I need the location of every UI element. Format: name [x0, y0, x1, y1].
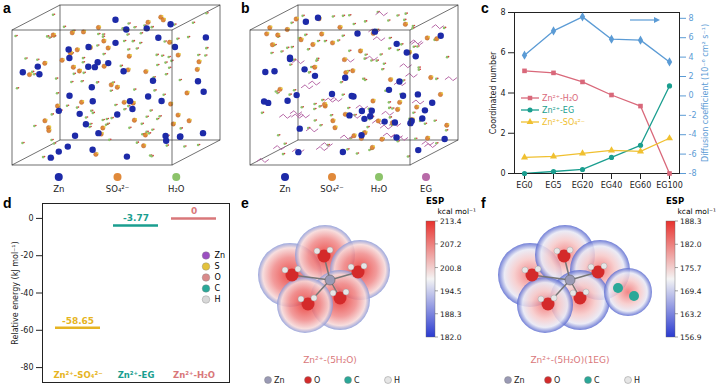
- svg-text:Zn²⁺-H₂O: Zn²⁺-H₂O: [173, 370, 215, 380]
- svg-text:ESP: ESP: [426, 196, 444, 206]
- svg-text:8: 8: [689, 14, 694, 23]
- svg-text:2: 2: [689, 72, 694, 81]
- svg-text:Relative energy (kJ mol⁻¹): Relative energy (kJ mol⁻¹): [11, 241, 20, 344]
- svg-text:188.3: 188.3: [680, 217, 702, 226]
- html-text:C: C: [214, 284, 220, 293]
- svg-text:Zn: Zn: [514, 376, 525, 385]
- svg-text:EG40: EG40: [601, 181, 622, 190]
- html-text:a: a: [3, 0, 11, 16]
- svg-text:Zn²⁺-SO₄²⁻: Zn²⁺-SO₄²⁻: [53, 370, 102, 380]
- svg-text:EG60: EG60: [630, 181, 651, 190]
- html-text:Zn²⁺-SO₄²⁻: Zn²⁺-SO₄²⁻: [542, 117, 585, 127]
- svg-text:163.2: 163.2: [680, 310, 702, 319]
- svg-text:156.9: 156.9: [680, 333, 702, 342]
- svg-text:O: O: [554, 376, 560, 385]
- svg-text:188.3: 188.3: [440, 310, 462, 319]
- svg-text:0: 0: [500, 169, 505, 178]
- svg-text:-4: -4: [689, 130, 697, 139]
- svg-text:2: 2: [500, 129, 505, 138]
- svg-text:ESP: ESP: [666, 196, 684, 206]
- svg-text:-80: -80: [20, 363, 33, 372]
- svg-text:-40: -40: [20, 289, 33, 298]
- html-text:Zn²⁺-H₂O: Zn²⁺-H₂O: [542, 93, 579, 103]
- svg-text:194.5: 194.5: [440, 287, 462, 296]
- svg-text:-60: -60: [20, 326, 33, 335]
- svg-text:EG100: EG100: [656, 181, 683, 190]
- svg-text:H₂O: H₂O: [168, 184, 185, 194]
- svg-text:0: 0: [689, 91, 694, 100]
- html-text:O: O: [214, 273, 221, 282]
- svg-text:EG0: EG0: [516, 181, 532, 190]
- svg-text:Zn²⁺-EG: Zn²⁺-EG: [118, 370, 155, 380]
- svg-text:kcal mol⁻¹: kcal mol⁻¹: [678, 207, 716, 216]
- svg-text:EG5: EG5: [545, 181, 561, 190]
- svg-text:kcal mol⁻¹: kcal mol⁻¹: [438, 207, 476, 216]
- svg-text:4: 4: [689, 53, 694, 62]
- svg-text:-2: -2: [689, 111, 697, 120]
- svg-text:EG: EG: [420, 184, 432, 194]
- svg-text:C: C: [594, 376, 600, 385]
- html-text:H: H: [214, 295, 221, 304]
- svg-text:H₂O: H₂O: [371, 184, 388, 194]
- svg-text:C: C: [354, 376, 360, 385]
- svg-text:Zn²⁺-(5H₂O): Zn²⁺-(5H₂O): [303, 355, 357, 365]
- svg-text:-8: -8: [689, 169, 697, 178]
- svg-text:Zn²⁺-(5H₂O)(1EG): Zn²⁺-(5H₂O)(1EG): [530, 355, 609, 365]
- svg-text:Coordinated number: Coordinated number: [489, 51, 498, 134]
- svg-text:Zn: Zn: [53, 184, 64, 194]
- svg-text:SO₄²⁻: SO₄²⁻: [320, 184, 343, 194]
- html-text:Zn²⁺-EG: Zn²⁺-EG: [542, 105, 575, 115]
- svg-text:H: H: [634, 376, 640, 385]
- svg-text:O: O: [314, 376, 320, 385]
- svg-text:SO₄²⁻: SO₄²⁻: [106, 184, 129, 194]
- svg-text:4: 4: [500, 89, 505, 98]
- svg-text:207.2: 207.2: [440, 240, 462, 249]
- svg-text:0: 0: [191, 206, 197, 216]
- svg-text:-6: -6: [689, 150, 697, 159]
- svg-text:175.7: 175.7: [680, 264, 702, 273]
- svg-text:6: 6: [689, 33, 694, 42]
- svg-text:Diffusion coefficient (10⁻⁶ cm: Diffusion coefficient (10⁻⁶ cm² s⁻¹): [701, 24, 710, 162]
- svg-text:213.4: 213.4: [440, 217, 462, 226]
- svg-text:169.4: 169.4: [680, 287, 702, 296]
- svg-text:-3.77: -3.77: [123, 213, 149, 223]
- html-text:Zn: Zn: [214, 251, 225, 260]
- svg-text:0: 0: [28, 214, 33, 223]
- html-text:d: d: [3, 195, 12, 211]
- html-text:f: f: [481, 195, 486, 211]
- html-text:S: S: [214, 262, 220, 271]
- svg-text:200.8: 200.8: [440, 264, 462, 273]
- svg-text:6: 6: [500, 48, 505, 57]
- svg-text:8: 8: [500, 8, 505, 17]
- svg-text:182.0: 182.0: [680, 240, 702, 249]
- svg-text:182.0: 182.0: [440, 333, 462, 342]
- html-text:e: e: [241, 195, 249, 211]
- svg-text:EG20: EG20: [572, 181, 593, 190]
- svg-text:Zn: Zn: [279, 184, 290, 194]
- html-text:c: c: [481, 0, 489, 16]
- svg-text:H: H: [394, 376, 400, 385]
- svg-text:Zn: Zn: [274, 376, 285, 385]
- svg-text:-58.65: -58.65: [62, 316, 94, 326]
- html-text:b: b: [241, 0, 250, 16]
- svg-text:-20: -20: [20, 251, 33, 260]
